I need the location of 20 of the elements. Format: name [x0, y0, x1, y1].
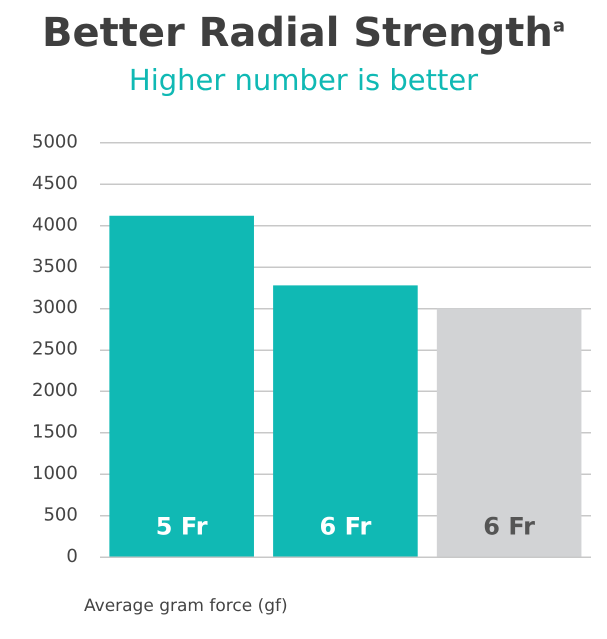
- y-tick-label: 1000: [32, 462, 78, 484]
- x-tick-label: 6 Fr: [320, 512, 372, 540]
- y-tick-label: 4000: [32, 214, 78, 236]
- y-tick-label: 3000: [32, 297, 78, 318]
- bar: [436, 308, 582, 556]
- y-tick-label: 2000: [32, 380, 78, 402]
- y-tick-label: 3500: [32, 256, 78, 277]
- y-tick-label: 4500: [32, 172, 78, 194]
- x-axis-title: Average gram force (gf): [84, 596, 288, 616]
- y-tick-label: 5000: [32, 131, 78, 152]
- chart-subtitle: Higher number is better: [128, 63, 480, 97]
- y-tick-label: 1500: [32, 422, 78, 443]
- bar: [273, 285, 418, 556]
- chart-title: Better Radial Strength$^{a}$: [40, 10, 566, 56]
- x-tick-label: 6 Fr: [483, 512, 536, 540]
- x-tick-label: 5 Fr: [156, 512, 208, 540]
- y-tick-label: 0: [66, 546, 78, 567]
- y-tick-label: 500: [43, 504, 78, 526]
- bar: [109, 216, 254, 556]
- y-tick-label: 2500: [32, 338, 78, 360]
